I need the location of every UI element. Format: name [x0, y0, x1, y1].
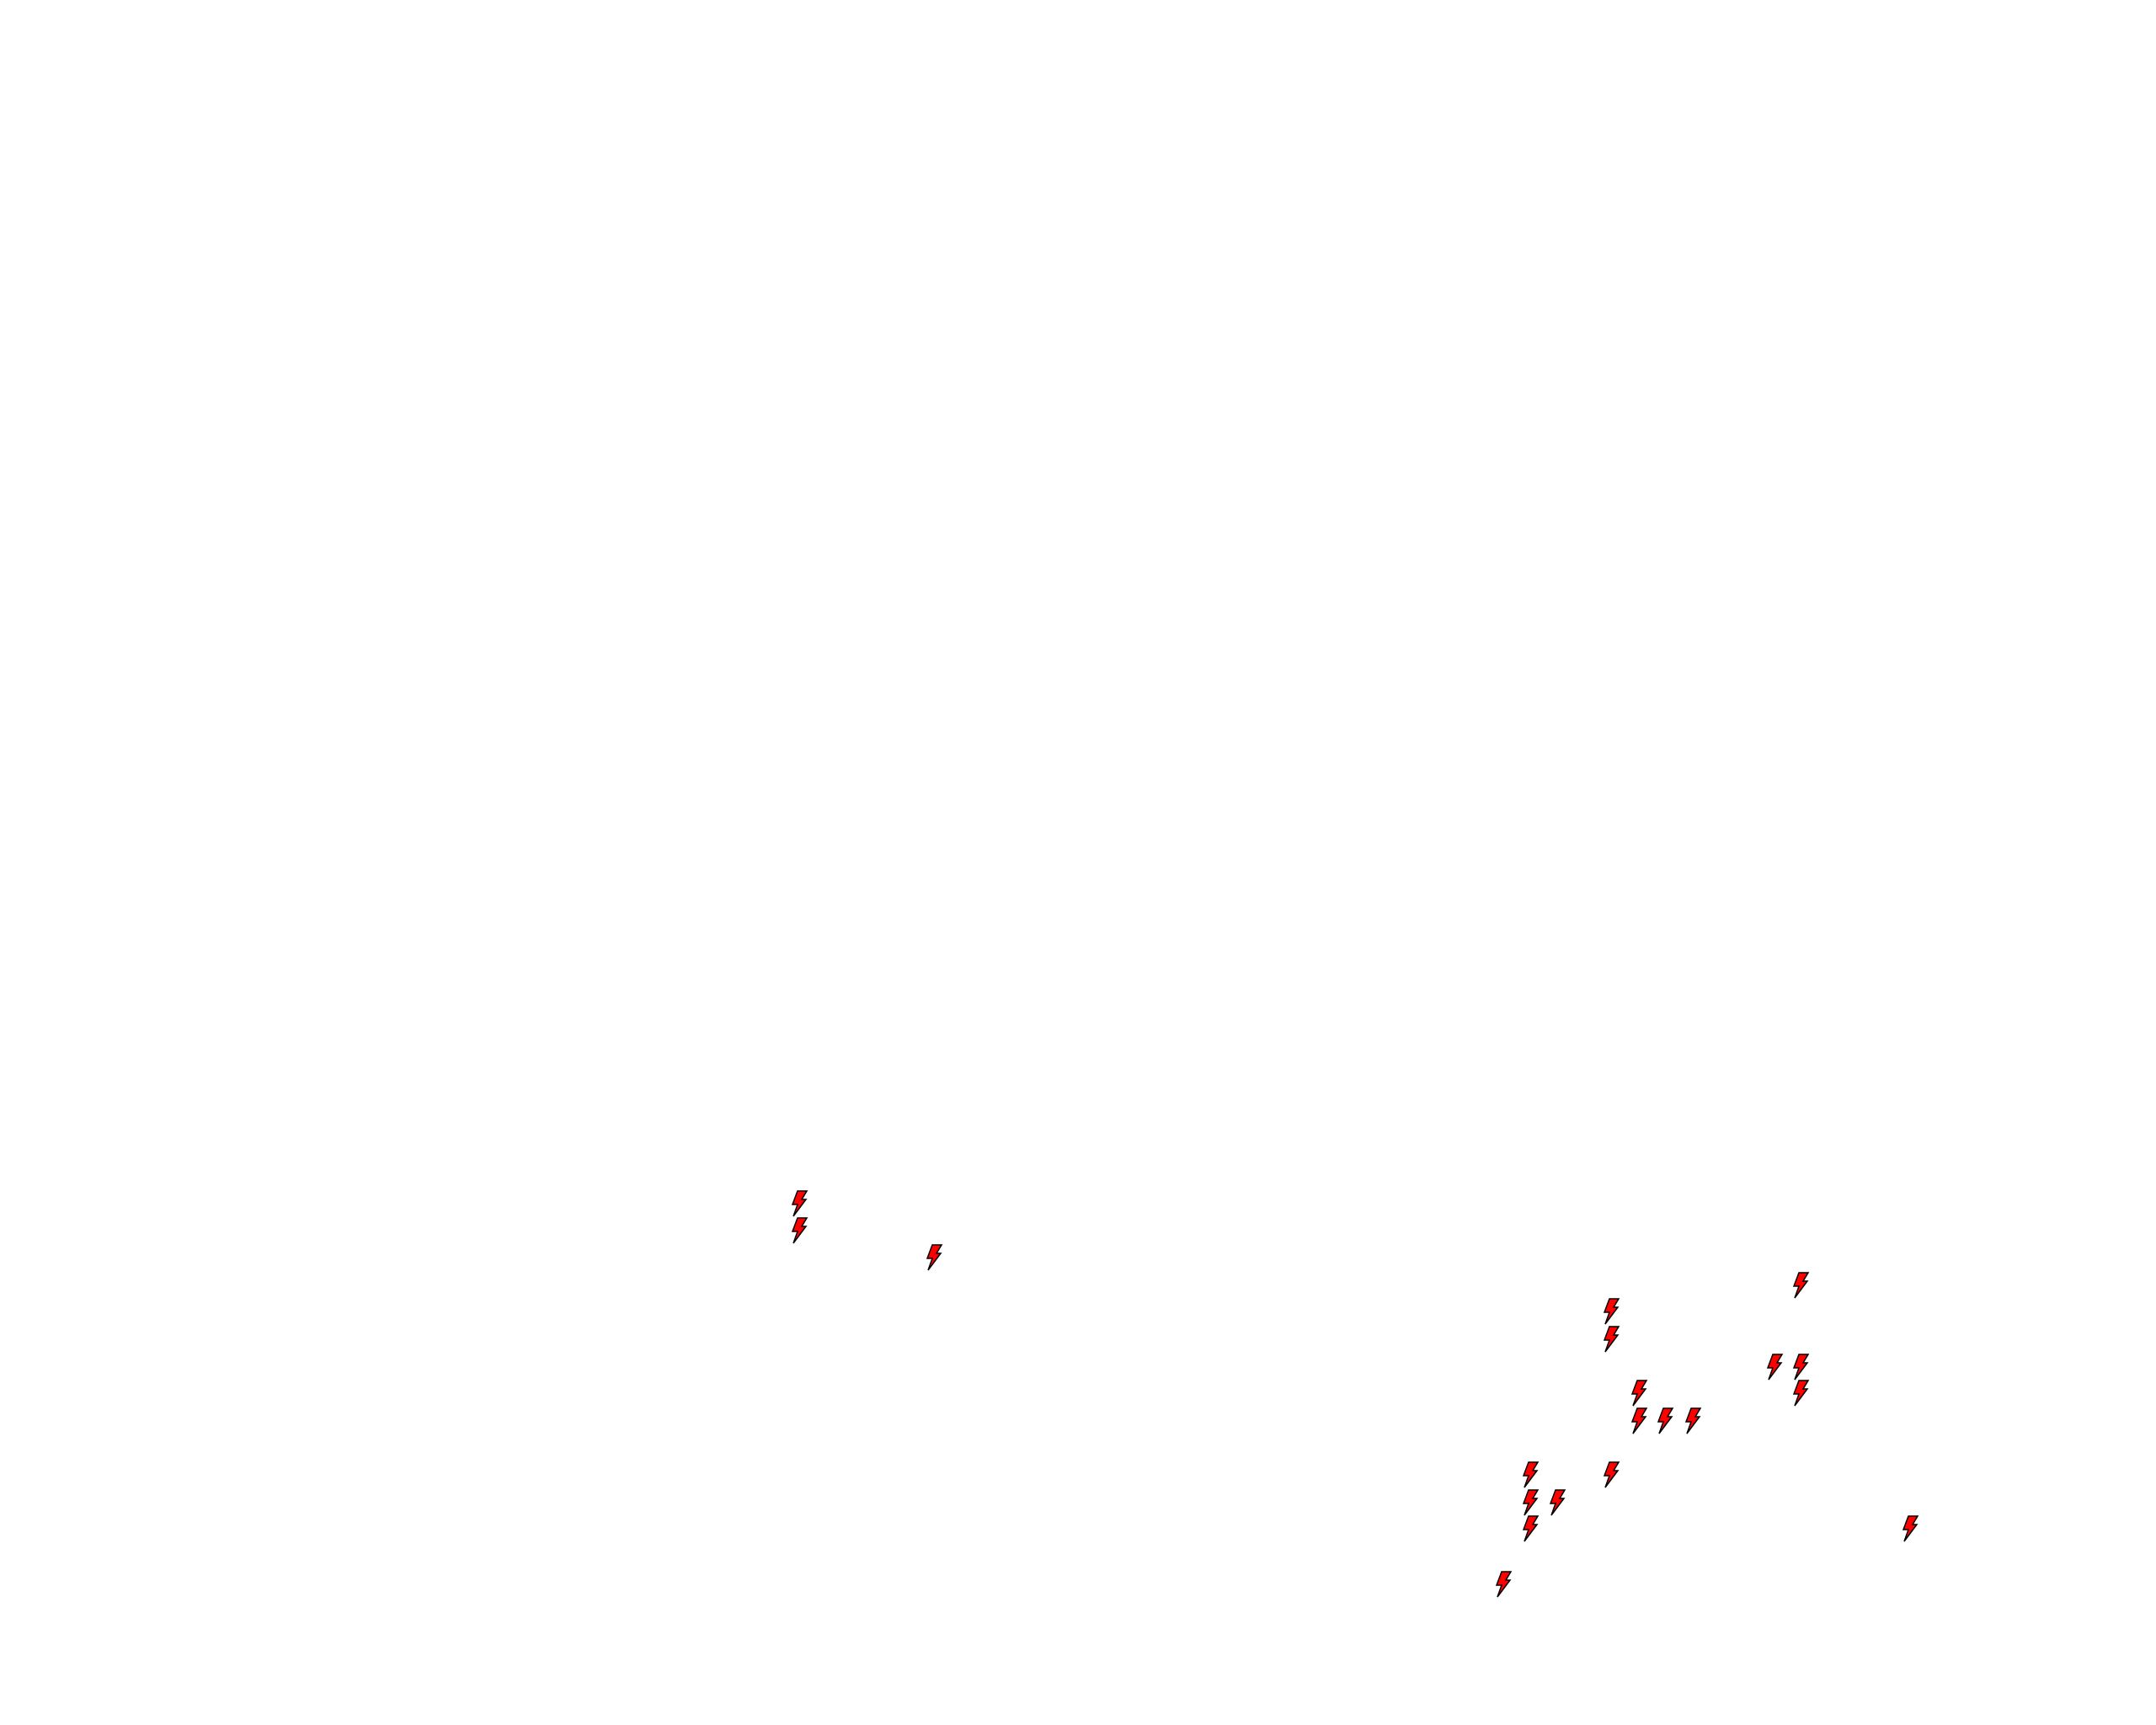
lightning-bolt-icon[interactable]: [1602, 1461, 1620, 1488]
lightning-bolt-icon[interactable]: [1521, 1489, 1540, 1516]
lightning-bolt-icon[interactable]: [1630, 1380, 1648, 1407]
lightning-bolt-icon[interactable]: [1602, 1326, 1620, 1353]
lightning-bolt-icon[interactable]: [1630, 1407, 1648, 1434]
lightning-bolt-icon[interactable]: [1656, 1407, 1674, 1434]
lightning-bolt-icon[interactable]: [1548, 1489, 1566, 1516]
lightning-bolt-icon[interactable]: [790, 1190, 808, 1217]
lightning-bolt-icon[interactable]: [1791, 1380, 1810, 1407]
lightning-bolt-icon[interactable]: [1791, 1354, 1810, 1381]
lightning-bolt-icon[interactable]: [1901, 1515, 1919, 1542]
lightning-bolt-icon[interactable]: [1521, 1461, 1540, 1488]
lightning-bolt-icon[interactable]: [1791, 1272, 1810, 1299]
lightning-bolt-icon[interactable]: [1765, 1354, 1784, 1381]
lightning-bolt-icon[interactable]: [1494, 1570, 1513, 1598]
lightning-bolt-icon[interactable]: [1602, 1298, 1620, 1325]
lightning-bolt-icon[interactable]: [1684, 1407, 1702, 1434]
lightning-bolt-icon[interactable]: [925, 1244, 943, 1271]
lightning-bolt-icon[interactable]: [790, 1216, 808, 1244]
lightning-bolt-icon[interactable]: [1521, 1515, 1540, 1542]
